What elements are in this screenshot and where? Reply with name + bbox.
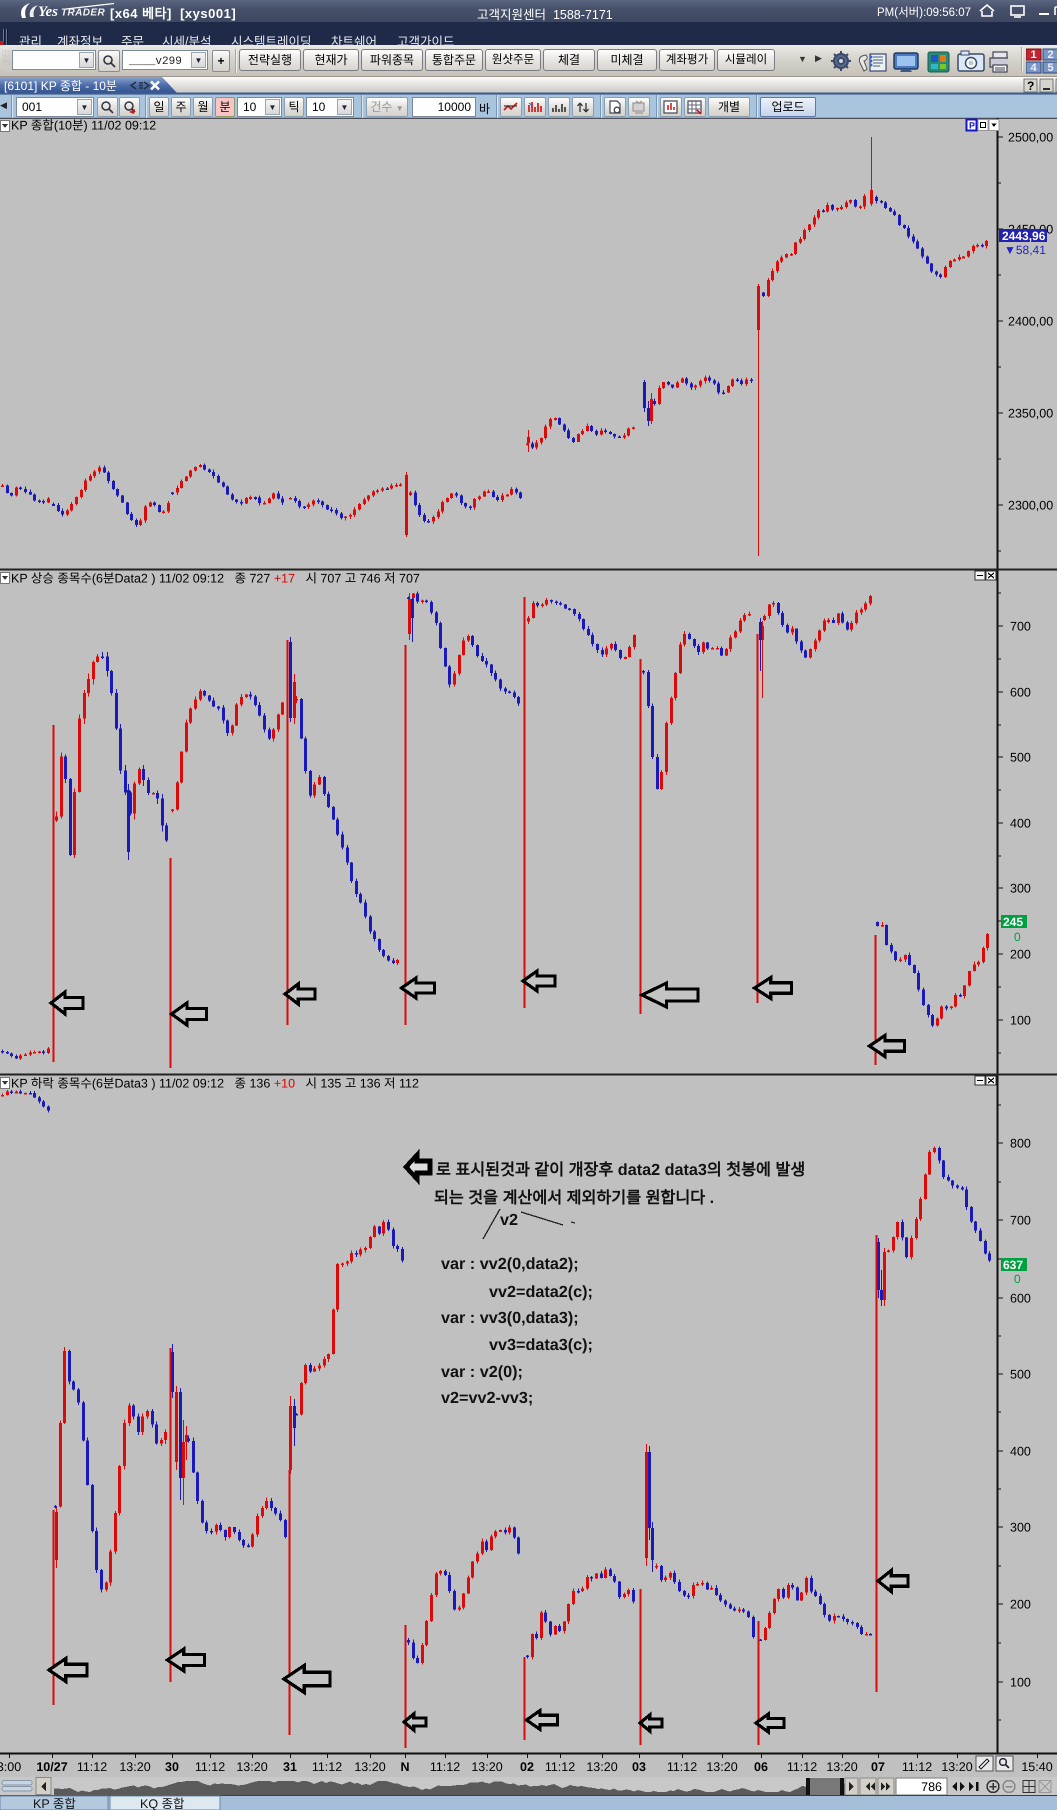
svg-text:600: 600 [1010,1292,1031,1306]
svg-text:13:20: 13:20 [236,1760,267,1774]
svg-text:vv3=data3(c);: vv3=data3(c); [489,1336,593,1354]
svg-text:600: 600 [1010,686,1031,700]
svg-text:500: 500 [1010,751,1031,765]
svg-text:13:20: 13:20 [119,1760,150,1774]
svg-text:TRADER: TRADER [61,8,105,19]
svg-text:v2=vv2-vv3;: v2=vv2-vv3; [441,1389,533,1407]
svg-text:P: P [969,121,975,131]
svg-text:KP 상승 종목수(6분Data2 ) 11/02 09:1: KP 상승 종목수(6분Data2 ) 11/02 09:12 종 727 +1… [11,572,420,586]
svg-text:245: 245 [1003,915,1023,929]
svg-text:KP 종합(10분) 11/02 09:12: KP 종합(10분) 11/02 09:12 [11,119,156,133]
svg-text:13:20: 13:20 [941,1760,972,1774]
svg-text:N: N [400,1760,409,1774]
svg-text:2350,00: 2350,00 [1008,407,1053,421]
svg-text:15:40: 15:40 [1021,1760,1052,1774]
svg-text:되는 것을 계산에서 제외하기를 원합니다 .: 되는 것을 계산에서 제외하기를 원합니다 . [434,1189,714,1207]
svg-text:02: 02 [520,1760,534,1774]
svg-text:var : v2(0);: var : v2(0); [441,1363,523,1381]
svg-text:11:12: 11:12 [545,1760,575,1774]
svg-text:637: 637 [1003,1258,1023,1272]
svg-text:13:20: 13:20 [471,1760,502,1774]
svg-text:800: 800 [1010,1137,1031,1151]
svg-text:0: 0 [1014,930,1021,944]
svg-text:▼58,41: ▼58,41 [1004,243,1046,257]
svg-text:30: 30 [165,1760,179,1774]
svg-text:11:12: 11:12 [902,1760,932,1774]
svg-text:13:20: 13:20 [826,1760,857,1774]
svg-text:?: ? [1027,79,1034,93]
svg-text:11:12: 11:12 [667,1760,697,1774]
svg-text:700: 700 [1010,620,1031,634]
svg-text:300: 300 [1010,882,1031,896]
svg-text:13:20: 13:20 [354,1760,385,1774]
svg-text:300: 300 [1010,1521,1031,1535]
svg-text:0: 0 [1014,1272,1021,1286]
svg-text:100: 100 [1010,1676,1031,1690]
svg-text:06: 06 [754,1760,768,1774]
svg-text:2400,00: 2400,00 [1008,315,1053,329]
svg-text:var : vv2(0,data2);: var : vv2(0,data2); [441,1255,579,1273]
svg-text:2300,00: 2300,00 [1008,499,1053,513]
svg-text:KP 종합: KP 종합 [33,1797,76,1810]
svg-text:1: 1 [1030,49,1036,61]
svg-text:03: 03 [632,1760,646,1774]
svg-text:4: 4 [1030,62,1037,74]
svg-text:10/27: 10/27 [36,1760,67,1774]
svg-text:400: 400 [1010,1445,1031,1459]
svg-text:KP 하락 종목수(6분Data3 ) 11/02 09:1: KP 하락 종목수(6분Data3 ) 11/02 09:12 종 136 +1… [11,1077,419,1091]
svg-text:로 표시된것과 같이 개장후 data2 data3의 첫봉: 로 표시된것과 같이 개장후 data2 data3의 첫봉에 발생 [436,1161,805,1179]
svg-text:100: 100 [1010,1014,1031,1028]
svg-text:11:12: 11:12 [430,1760,460,1774]
svg-text:2500,00: 2500,00 [1008,131,1053,145]
svg-text:11:12: 11:12 [77,1760,107,1774]
svg-text:786: 786 [921,1780,942,1794]
svg-text:200: 200 [1010,1598,1031,1612]
svg-text:700: 700 [1010,1214,1031,1228]
svg-text:07: 07 [871,1760,885,1774]
svg-text:31: 31 [283,1760,297,1774]
svg-text:v2: v2 [500,1211,518,1229]
svg-text:500: 500 [1010,1368,1031,1382]
svg-text:[6101] KP 종합 - 10분: [6101] KP 종합 - 10분 [4,79,117,93]
svg-text:11:12: 11:12 [195,1760,225,1774]
svg-text:3:00: 3:00 [0,1760,21,1774]
svg-text:13:20: 13:20 [706,1760,737,1774]
svg-text:200: 200 [1010,948,1031,962]
svg-text:11:12: 11:12 [787,1760,817,1774]
svg-text:var : vv3(0,data3);: var : vv3(0,data3); [441,1309,579,1327]
svg-text:13:20: 13:20 [586,1760,617,1774]
svg-text:2443,96: 2443,96 [1002,229,1046,243]
svg-text:400: 400 [1010,817,1031,831]
svg-text:5: 5 [1047,62,1053,74]
svg-text:Yes: Yes [38,4,58,20]
svg-text:KQ 종합: KQ 종합 [140,1797,185,1810]
svg-text:11:12: 11:12 [312,1760,342,1774]
svg-text:2: 2 [1047,49,1053,61]
svg-text:vv2=data2(c);: vv2=data2(c); [489,1283,593,1301]
